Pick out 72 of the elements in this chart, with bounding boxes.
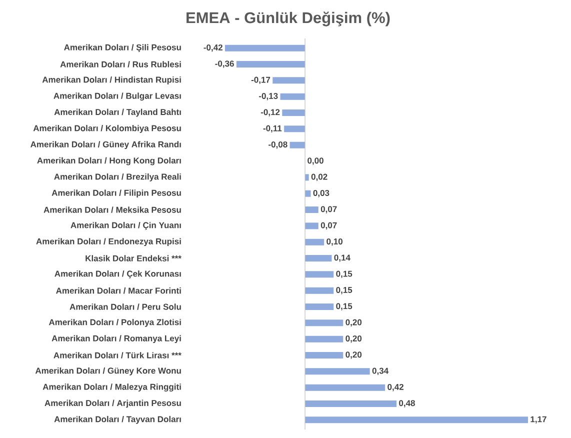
data-label: -0,36 <box>215 60 234 68</box>
bar <box>305 238 324 246</box>
data-label: -0,12 <box>260 109 280 116</box>
y-tick-label: Amerikan Doları / Brezilya Reali <box>54 173 181 182</box>
data-label: 0,14 <box>334 254 350 262</box>
bar <box>280 93 306 100</box>
data-label: 0,07 <box>320 206 337 214</box>
bar <box>305 271 334 278</box>
bar <box>284 126 306 132</box>
data-label: 0,03 <box>313 190 330 198</box>
y-tick-label: Amerikan Doları / Çin Yuanı <box>70 222 181 230</box>
y-tick-label: Amerikan Doları / Arjantin Pesosu <box>44 400 181 408</box>
data-label: -0,11 <box>263 125 282 133</box>
data-label: 0,42 <box>388 384 404 392</box>
data-label: 0,15 <box>336 270 352 278</box>
bar <box>305 254 332 262</box>
chart-title: EMEA - Günlük Değişim (%) <box>186 12 390 26</box>
y-tick-label: Amerikan Doları / Endonezya Rupisi <box>36 238 181 246</box>
y-tick-label: Amerikan Doları / Tayland Bahtı <box>54 108 181 117</box>
bar <box>225 44 306 52</box>
data-label: 0,20 <box>346 319 362 327</box>
data-label: 0,00 <box>308 158 324 165</box>
bar <box>305 400 397 407</box>
bar <box>305 287 334 294</box>
y-tick-label: Amerikan Doları / Rus Rublesi <box>60 61 181 68</box>
bar <box>236 61 306 68</box>
y-tick-label: Amerikan Doları / Polonya Zlotisi <box>48 318 181 327</box>
y-tick-label: Amerikan Doları / Tayvan Doları <box>54 416 181 424</box>
data-label: 0,10 <box>326 238 342 246</box>
y-tick-label: Amerikan Doları / Güney Kore Wonu <box>35 367 181 376</box>
data-label: 0,20 <box>346 335 362 343</box>
data-label: 0,15 <box>336 303 352 310</box>
bar <box>305 320 344 326</box>
y-tick-label: Amerikan Doları / Malezya Ringgiti <box>42 384 181 392</box>
y-tick-label: Amerikan Doları / Güney Afrika Randı <box>30 141 181 150</box>
y-tick-label: Amerikan Doları / Peru Solu <box>70 304 181 310</box>
y-tick-label: Amerikan Doları / Çek Korunası <box>54 270 181 278</box>
bar <box>305 222 318 230</box>
y-tick-label: Amerikan Doları / Macar Forinti <box>56 287 181 294</box>
bar <box>305 384 386 391</box>
y-tick-label: Klasik Dolar Endeksi *** <box>86 255 182 262</box>
data-label: -0,17 <box>251 76 270 84</box>
y-tick-label: Amerikan Doları / Bulgar Levası <box>54 92 181 101</box>
y-tick-label: Amerikan Doları / Hindistan Rupisi <box>42 76 181 84</box>
data-label: -0,13 <box>259 92 278 100</box>
data-label: 1,17 <box>530 416 546 424</box>
y-tick-label: Amerikan Doları / Filipin Pesosu <box>52 190 181 198</box>
y-tick-label: Amerikan Doları / Şili Pesosu <box>64 44 181 52</box>
bar <box>305 416 528 424</box>
bar <box>305 352 344 358</box>
y-tick-label: Amerikan Doları / Türk Lirası *** <box>54 352 182 358</box>
bar <box>305 190 311 197</box>
bar <box>290 142 306 148</box>
y-tick-label: Amerikan Doları / Kolombiya Pesosu <box>33 124 181 133</box>
y-tick-label: Amerikan Doları / Meksika Pesosu <box>44 206 181 213</box>
data-label: -0,08 <box>268 141 288 149</box>
bar <box>305 336 344 342</box>
bar <box>305 174 309 181</box>
data-label: 0,15 <box>336 286 352 294</box>
data-label: 0,20 <box>346 352 362 359</box>
bar <box>282 109 306 116</box>
data-label: 0,07 <box>320 222 337 230</box>
data-label: -0,42 <box>204 44 222 52</box>
bar <box>305 206 318 213</box>
data-label: 0,34 <box>372 368 389 376</box>
y-tick-label: Amerikan Doları / Romanya Leyi <box>52 335 181 344</box>
data-label: 0,48 <box>399 400 415 408</box>
y-tick-label: Amerikan Doları / Hong Kong Doları <box>37 157 181 166</box>
data-label: 0,02 <box>311 174 328 182</box>
bar <box>272 77 306 84</box>
bar <box>305 303 334 310</box>
bar <box>305 368 370 375</box>
